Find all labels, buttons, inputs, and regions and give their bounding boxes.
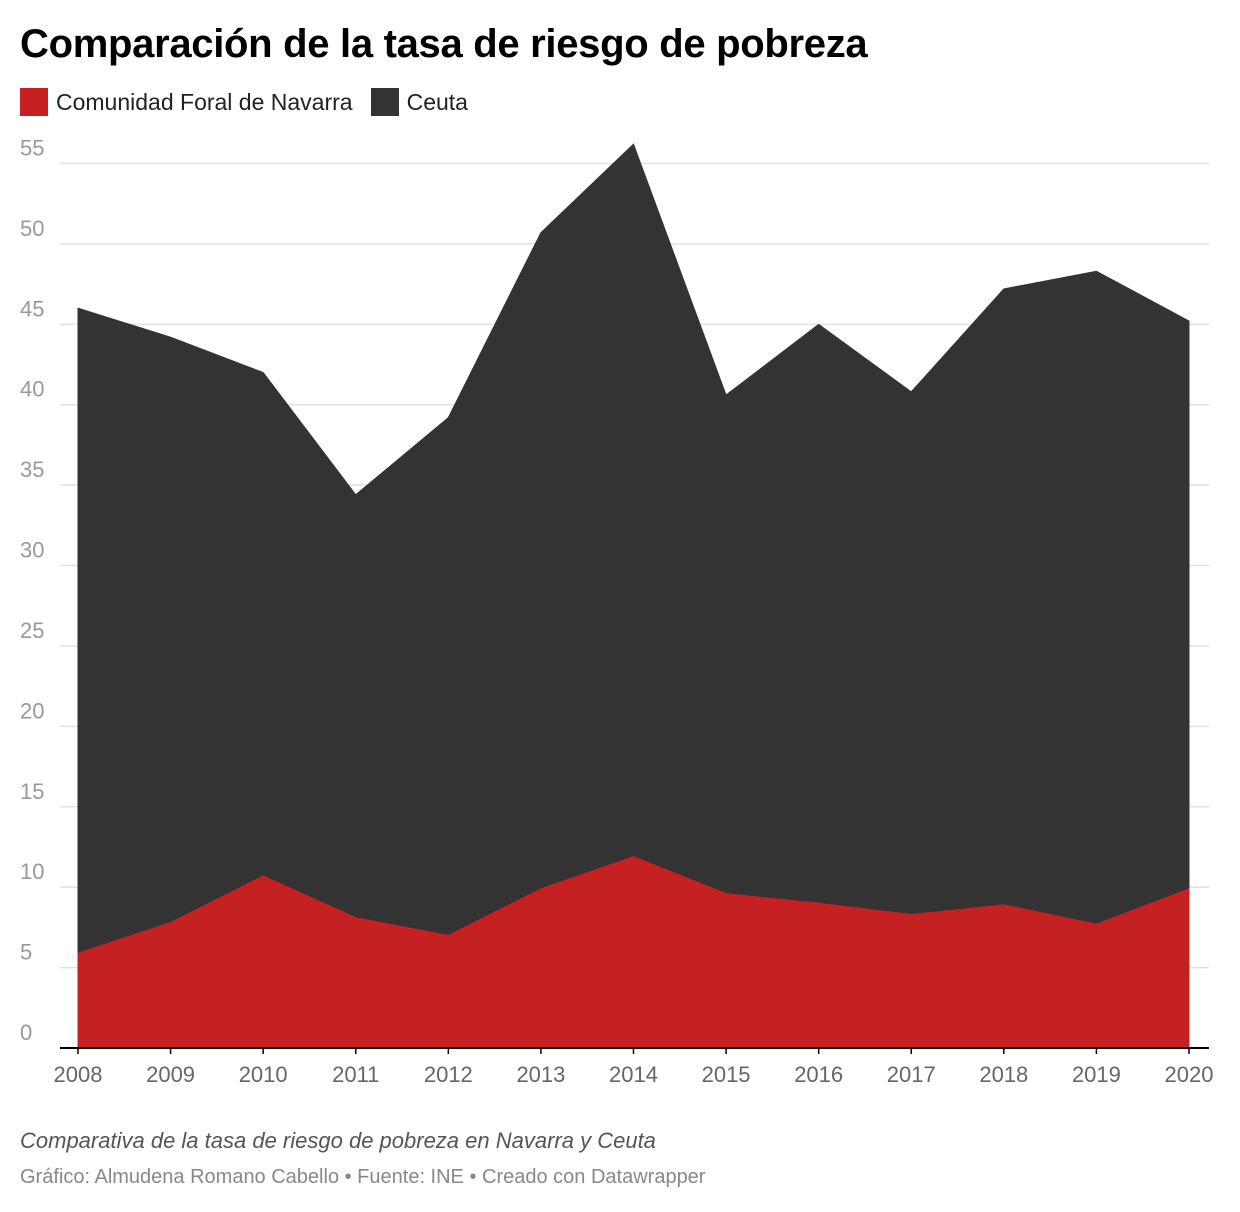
x-tick-label: 2008 (54, 1062, 103, 1087)
x-tick-label: 2012 (424, 1062, 473, 1087)
x-tick-label: 2016 (794, 1062, 843, 1087)
x-tick-label: 2017 (887, 1062, 936, 1087)
legend-label-navarra: Comunidad Foral de Navarra (56, 88, 353, 115)
x-tick-label: 2014 (609, 1062, 658, 1087)
legend: Comunidad Foral de Navarra Ceuta (20, 88, 468, 116)
chart-footer: Gráfico: Almudena Romano Cabello • Fuent… (20, 1166, 706, 1188)
x-tick-label: 2010 (239, 1062, 288, 1087)
y-tick-label: 55 (20, 136, 44, 161)
legend-item-ceuta: Ceuta (370, 88, 468, 116)
legend-swatch-ceuta (370, 88, 399, 116)
y-tick-label: 20 (20, 698, 44, 723)
axes: 0 5 10 15 20 25 30 35 40 45 50 55 2008 2009 2010 2011 20… (20, 136, 1213, 1088)
area-comunidad-foral-de-navarra (77, 856, 1190, 1049)
y-tick-label: 40 (20, 377, 44, 402)
x-tick-label: 2009 (146, 1062, 195, 1087)
legend-swatch-navarra (20, 88, 48, 116)
x-tick-label: 2013 (516, 1062, 565, 1087)
x-tick-label: 2011 (332, 1062, 379, 1087)
x-tick-label: 2015 (702, 1062, 751, 1087)
y-tick-label: 0 (20, 1020, 32, 1045)
area-ceuta (77, 143, 1190, 1049)
y-tick-label: 15 (20, 779, 44, 804)
x-tick-label: 2020 (1165, 1062, 1214, 1087)
chart-title: Comparación de la tasa de riesgo de pobr… (20, 22, 868, 66)
legend-label-ceuta: Ceuta (406, 88, 468, 115)
areas (77, 143, 1190, 1049)
legend-item-navarra: Comunidad Foral de Navarra (20, 88, 353, 116)
y-tick-label: 25 (20, 618, 44, 643)
y-tick-label: 10 (20, 859, 44, 884)
y-tick-label: 50 (20, 216, 44, 241)
chart-notes: Comparativa de la tasa de riesgo de pobr… (20, 1128, 656, 1153)
area-chart: 0 5 10 15 20 25 30 35 40 45 50 55 2008 2009 2010 2011 20… (20, 136, 1213, 1088)
y-tick-label: 45 (20, 296, 44, 321)
x-tick-label: 2019 (1072, 1062, 1121, 1087)
y-tick-label: 35 (20, 457, 44, 482)
y-tick-label: 5 (20, 940, 32, 965)
y-tick-label: 30 (20, 538, 44, 563)
x-tick-label: 2018 (979, 1062, 1028, 1087)
